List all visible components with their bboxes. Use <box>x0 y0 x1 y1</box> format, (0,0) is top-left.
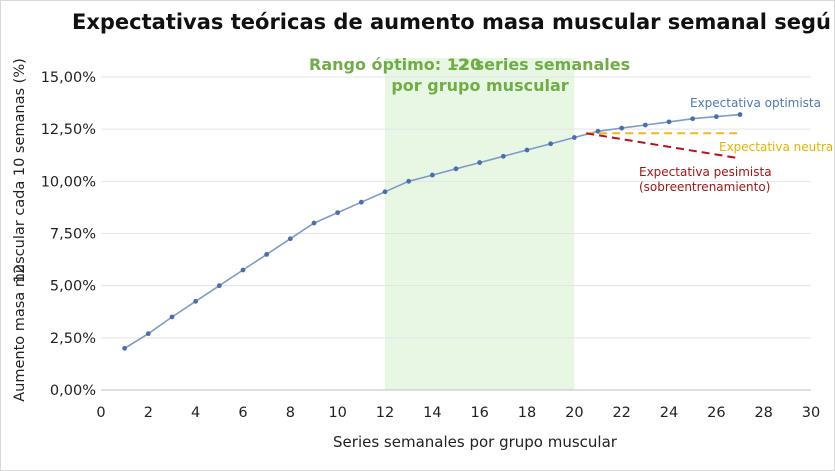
data-point <box>240 267 246 273</box>
y-tick-label: 2,50% <box>50 331 96 347</box>
x-tick-label: 12 <box>376 405 394 421</box>
data-point <box>477 160 483 165</box>
data-point <box>642 122 648 128</box>
range-label-rest: series semanales <box>469 55 630 74</box>
x-tick-label: 28 <box>754 405 772 421</box>
x-tick-label: 18 <box>518 405 536 421</box>
x-tick-label: 26 <box>707 405 725 421</box>
y-tick-label: 7,50% <box>50 227 96 243</box>
data-point <box>145 331 151 337</box>
data-point <box>287 236 293 242</box>
legend-pesimista-note: (sobreentrenamiento) <box>639 180 770 194</box>
x-tick-label: 20 <box>565 405 583 421</box>
chart-title: Expectativas teóricas de aumento masa mu… <box>72 10 831 34</box>
x-tick-label: 24 <box>660 405 678 421</box>
legend-neutra: Expectativa neutra <box>719 140 833 154</box>
data-point <box>595 128 601 134</box>
x-tick-label: 10 <box>328 405 346 421</box>
x-tick-label: 6 <box>238 405 247 421</box>
data-point <box>382 189 388 195</box>
range-label-line1: Rango óptimo: 12 series semanales <box>309 55 630 74</box>
x-tick-label: 8 <box>286 405 295 421</box>
data-point <box>335 210 341 216</box>
y-tick-label: 10,00% <box>41 174 96 190</box>
data-point <box>406 178 412 184</box>
data-point <box>737 112 743 117</box>
x-tick-label: 22 <box>612 405 630 421</box>
x-tick-label: 4 <box>191 405 200 421</box>
range-label-overlap: –20 <box>451 55 481 74</box>
data-point <box>690 116 696 122</box>
data-point <box>713 114 719 120</box>
y-tick-label: 15,00% <box>41 70 96 86</box>
data-point <box>429 172 435 178</box>
data-point <box>264 251 270 257</box>
data-point <box>311 220 317 226</box>
data-point <box>571 135 577 140</box>
data-point <box>358 199 364 205</box>
y-tick-label: 12,50% <box>41 122 96 138</box>
x-tick-label: 0 <box>96 405 105 421</box>
y-axis-title-overlap: 12 <box>12 265 28 283</box>
range-label-start: Rango óptimo: 12 <box>309 55 469 74</box>
data-point <box>548 141 554 147</box>
data-point <box>453 166 459 172</box>
data-point <box>524 147 530 153</box>
data-point <box>193 298 199 304</box>
legend-optimista: Expectativa optimista <box>690 96 821 110</box>
legend-pesimista: Expectativa pesimista <box>639 165 772 179</box>
x-axis-title: Series semanales por grupo muscular <box>333 433 618 451</box>
range-label-line2: por grupo muscular <box>391 76 568 95</box>
data-point <box>216 283 222 289</box>
data-point <box>666 119 672 125</box>
y-axis-title: Aumento masa muscular cada 10 semanas (%… <box>12 58 28 402</box>
x-tick-label: 16 <box>470 405 488 421</box>
x-tick-label: 30 <box>802 405 820 421</box>
data-point <box>619 125 625 131</box>
data-point <box>169 314 175 320</box>
y-tick-label: 5,00% <box>50 279 96 295</box>
y-tick-label: 0,00% <box>50 383 96 399</box>
optimal-range-band <box>385 58 575 390</box>
data-point <box>122 345 128 351</box>
x-tick-label: 2 <box>144 405 153 421</box>
data-point <box>500 153 506 159</box>
x-tick-label: 14 <box>423 405 441 421</box>
